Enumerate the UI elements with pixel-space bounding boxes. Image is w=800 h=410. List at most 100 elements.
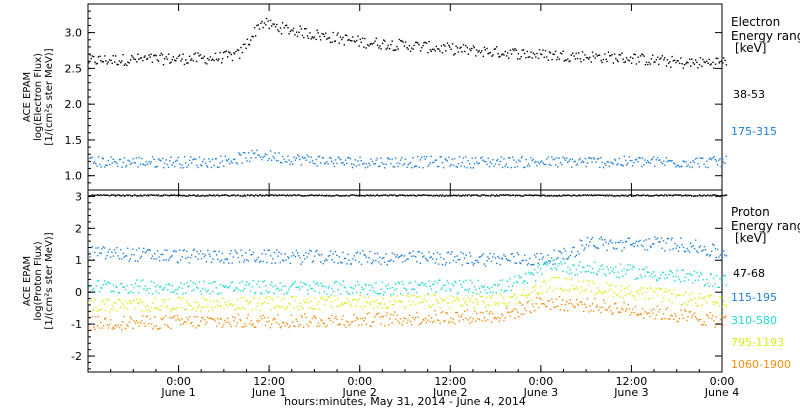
data-point [434, 262, 436, 264]
data-point [409, 304, 412, 306]
data-point [464, 195, 466, 197]
data-point [273, 195, 275, 197]
data-point [218, 250, 220, 253]
data-point [493, 195, 496, 197]
data-point [472, 194, 474, 196]
data-point [321, 157, 324, 159]
data-point [569, 254, 572, 257]
data-point [204, 288, 206, 291]
data-point [321, 284, 323, 287]
data-point [552, 195, 554, 197]
data-point [93, 194, 96, 197]
data-point [175, 309, 177, 311]
data-point [592, 310, 595, 312]
data-point [122, 161, 124, 164]
data-point [624, 294, 627, 297]
data-point [634, 242, 636, 245]
data-point [536, 165, 538, 167]
data-point [181, 287, 183, 289]
data-point [433, 161, 435, 164]
data-point [669, 249, 671, 251]
data-point [315, 307, 317, 310]
data-point [179, 319, 181, 321]
data-point [118, 258, 121, 260]
data-point [433, 283, 435, 285]
data-point [639, 55, 642, 57]
data-point [251, 35, 253, 38]
data-point [686, 319, 688, 322]
data-point [647, 63, 649, 66]
data-point [330, 250, 332, 252]
data-point [677, 164, 680, 166]
data-point [498, 283, 500, 286]
data-point [339, 304, 342, 306]
data-point [273, 157, 276, 160]
data-point [564, 194, 566, 197]
data-point [695, 302, 697, 304]
data-point [504, 50, 506, 53]
data-point [97, 156, 100, 158]
data-point [278, 251, 280, 253]
data-point [446, 280, 448, 282]
data-point [109, 282, 111, 285]
data-point [718, 159, 720, 161]
data-point [314, 163, 316, 165]
data-point [256, 24, 258, 27]
data-point [459, 156, 461, 158]
data-point [133, 287, 135, 289]
data-point [148, 308, 150, 311]
data-point [589, 157, 591, 159]
data-point [415, 41, 417, 44]
data-point [379, 45, 381, 47]
data-point [228, 321, 230, 323]
data-point [373, 163, 375, 165]
data-point [217, 194, 219, 196]
data-point [677, 194, 680, 196]
data-point [155, 194, 158, 196]
data-point [170, 291, 172, 293]
data-point [632, 57, 634, 59]
data-point [377, 165, 380, 168]
data-point [235, 287, 237, 289]
data-point [259, 194, 261, 196]
data-point [165, 56, 167, 58]
data-point [658, 277, 660, 280]
data-point [643, 194, 645, 196]
data-point [146, 249, 149, 251]
data-point [654, 61, 656, 63]
data-point [245, 157, 247, 159]
data-point [357, 318, 359, 320]
data-point [605, 58, 607, 60]
data-point [488, 52, 490, 54]
data-point [677, 294, 680, 296]
data-point [590, 309, 592, 312]
data-point [421, 47, 423, 49]
data-point [719, 278, 721, 280]
data-point [565, 59, 567, 61]
data-point [513, 308, 515, 310]
data-point [552, 289, 554, 292]
data-point [331, 300, 333, 303]
data-point [95, 247, 97, 249]
data-point [556, 268, 558, 271]
data-point [697, 279, 699, 281]
data-point [562, 270, 564, 273]
data-point [236, 163, 239, 165]
data-point [660, 318, 662, 320]
data-point [467, 262, 470, 265]
data-point [381, 315, 383, 318]
data-point [475, 194, 477, 196]
data-point [518, 316, 520, 318]
data-point [399, 301, 401, 303]
data-point [712, 301, 714, 303]
data-point [627, 195, 629, 197]
data-point [721, 194, 724, 196]
data-point [257, 321, 259, 323]
data-point [516, 165, 519, 168]
data-point [283, 322, 285, 324]
data-point [568, 60, 570, 63]
data-point [407, 319, 409, 321]
data-point [363, 296, 365, 298]
data-point [319, 39, 322, 41]
data-point [131, 55, 133, 57]
